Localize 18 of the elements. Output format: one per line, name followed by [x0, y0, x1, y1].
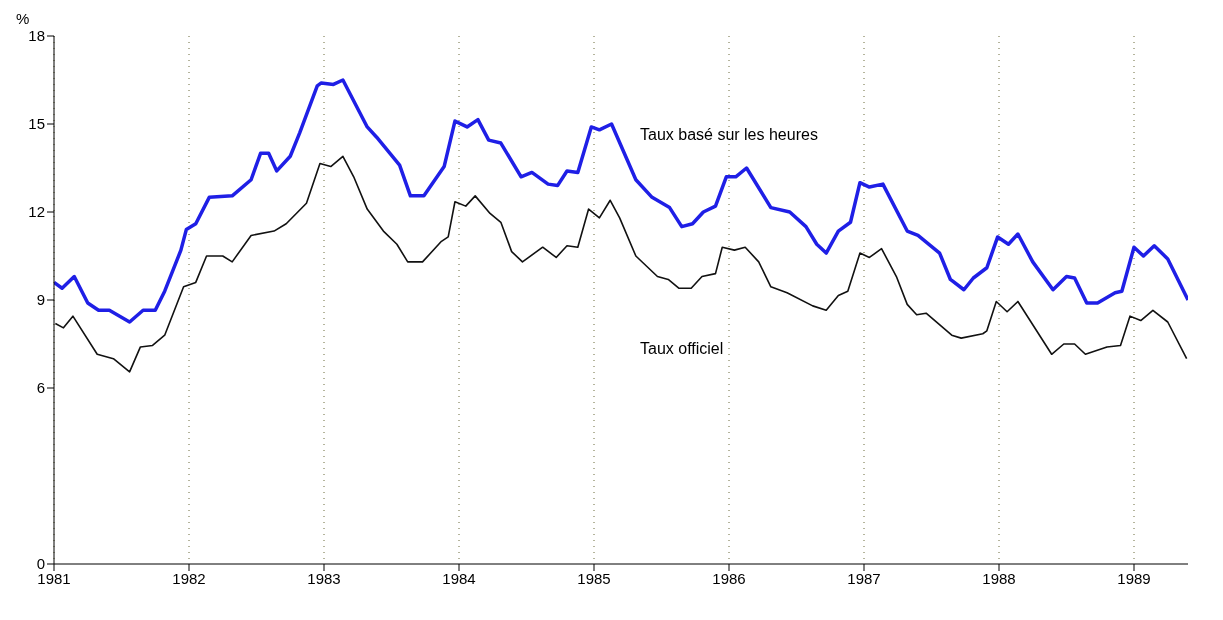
line-series: [54, 155, 1188, 373]
y-tick-label: 12: [28, 203, 45, 221]
x-tick-label: 1989: [1117, 569, 1151, 587]
x-tick-label: 1987: [847, 569, 881, 587]
x-tick-label: 1985: [577, 569, 611, 587]
x-tick-label: 1983: [307, 569, 341, 587]
x-tick-label: 1988: [982, 569, 1016, 587]
y-tick-label: 9: [36, 291, 45, 309]
annotation: Taux officiel: [640, 340, 724, 358]
x-tick-label: 1982: [172, 569, 206, 587]
x-tick-label: 1986: [712, 569, 746, 587]
line-series: [54, 78, 1188, 324]
y-tick-label: 6: [36, 379, 45, 397]
y-tick-label: 18: [28, 27, 45, 45]
annotation: Taux basé sur les heures: [640, 126, 818, 144]
y-tick-label: 15: [28, 115, 45, 133]
y-axis-title: %: [16, 10, 30, 27]
x-tick-label: 1984: [442, 569, 476, 587]
